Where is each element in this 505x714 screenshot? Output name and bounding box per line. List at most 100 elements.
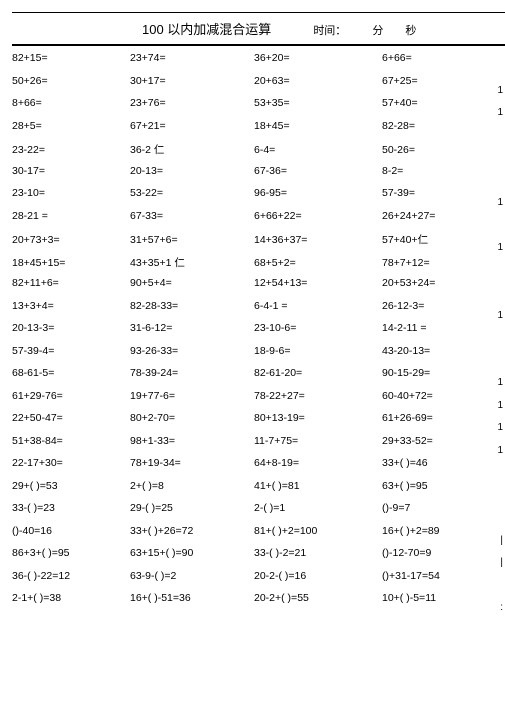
problem-cell: 23+76= [130,97,254,109]
problem-cell: ()-9=7 [382,502,492,514]
problem-row: 36-( )-22=1263-9-( )=220-2-( )=16()+31-1… [12,570,505,593]
problem-cell: 20+53+24= [382,277,492,289]
problem-cell: 23-10= [12,187,130,199]
problem-cell: 29+33-52= [382,435,492,447]
problem-row: 29+( )=532+( )=841+( )=8163+( )=95 [12,480,505,503]
problem-cell: ()+31-17=54 [382,570,492,582]
problem-cell: 20-13= [130,165,254,177]
problem-row: 50+26=30+17=20+63=67+25= [12,75,505,98]
problem-cell: 43-20-13= [382,345,492,357]
problem-cell: ()-12-70=9 [382,547,492,559]
rule-top [12,12,505,13]
problem-cell: 6+66= [382,52,492,64]
problem-cell: 36-2 仁 [130,142,254,157]
problem-cell: 28-21 = [12,210,130,222]
problem-row: 28-21 =67-33=6+66+22=26+24+27= [12,210,505,233]
problem-row: 23-10=53-22=96-95=57-39= [12,187,505,210]
problem-cell: 20+73+3= [12,234,130,246]
problem-cell: 81+( )+2=100 [254,525,382,537]
problem-cell: 30+17= [130,75,254,87]
problem-cell: 78-22+27= [254,390,382,402]
problem-cell: 22-17+30= [12,457,130,469]
problem-cell: 43+35+1 仁 [130,255,254,270]
problem-row: 23-22=36-2 仁6-4=50-26= [12,142,505,165]
seconds-label: 秒 [405,22,416,38]
edge-mark: 1 [497,400,503,411]
worksheet-page: 100 以内加减混合运算 时间： 分 秒 82+15=23+74=36+20=6… [0,0,505,714]
problem-row: 86+3+( )=9563+15+( )=9033-( )-2=21()-12-… [12,547,505,570]
problem-cell: 18+45= [254,120,382,132]
problem-cell: 36+20= [254,52,382,64]
problem-cell: 8-2= [382,165,492,177]
problem-cell: 10+( )-5=11 [382,592,492,604]
problem-cell: 67+21= [130,120,254,132]
problem-cell: 33-( )-2=21 [254,547,382,559]
edge-mark: 1 [497,242,503,253]
problem-cell: 50-26= [382,144,492,156]
problem-cell: 64+8-19= [254,457,382,469]
problem-cell: 68-61-5= [12,367,130,379]
problem-cell: 22+50-47= [12,412,130,424]
problem-row: 61+29-76=19+77-6=78-22+27=60-40+72= [12,390,505,413]
problem-cell: 36-( )-22=12 [12,570,130,582]
problem-row: 2-1+( )=3816+( )-51=3620-2+( )=5510+( )-… [12,592,505,615]
problem-cell: 26+24+27= [382,210,492,222]
problem-cell: 78+19-34= [130,457,254,469]
problem-row: 82+15=23+74=36+20=6+66= [12,52,505,75]
problem-cell: 82-61-20= [254,367,382,379]
problem-cell: 26-12-3= [382,300,492,312]
problem-row: 57-39-4=93-26-33=18-9-6=43-20-13= [12,345,505,368]
problem-cell: 23+74= [130,52,254,64]
problem-cell: 80+2-70= [130,412,254,424]
problem-cell: 96-95= [254,187,382,199]
problem-cell: 2+( )=8 [130,480,254,492]
problem-cell: 14+36+37= [254,234,382,246]
problem-cell: 82-28-33= [130,300,254,312]
problem-cell: 53-22= [130,187,254,199]
edge-mark: 1 [497,377,503,388]
problem-cell: 33+( )=46 [382,457,492,469]
problem-cell: 20-2+( )=55 [254,592,382,604]
problem-cell: 82+15= [12,52,130,64]
edge-mark: 1 [497,422,503,433]
problem-cell: 31+57+6= [130,234,254,246]
problem-row: 22+50-47=80+2-70=80+13-19=61+26-69= [12,412,505,435]
problem-cell: 80+13-19= [254,412,382,424]
problem-row: 18+45+15=43+35+1 仁68+5+2=78+7+12= [12,255,505,278]
problem-cell: 51+38-84= [12,435,130,447]
problem-row: 28+5=67+21=18+45=82-28= [12,120,505,143]
problem-cell: 28+5= [12,120,130,132]
problem-row: 30-17=20-13=67-36=8-2= [12,165,505,188]
problem-cell: 11-7+75= [254,435,382,447]
problem-cell: 33+( )+26=72 [130,525,254,537]
problem-row: ()-40=1633+( )+26=7281+( )+2=10016+( )+2… [12,525,505,548]
problem-row: 68-61-5=78-39-24=82-61-20=90-15-29= [12,367,505,390]
problem-cell: 12+54+13= [254,277,382,289]
problem-cell: 57-39= [382,187,492,199]
problem-cell: 67+25= [382,75,492,87]
problem-cell: 23-22= [12,144,130,156]
problem-row: 13+3+4=82-28-33=6-4-1 =26-12-3= [12,300,505,323]
edge-mark: 1 [497,445,503,456]
problem-cell: 57-39-4= [12,345,130,357]
problem-row: 33-( )=2329-( )=252-( )=1()-9=7 [12,502,505,525]
problem-cell: 57+40= [382,97,492,109]
problem-cell: 8+66= [12,97,130,109]
page-title: 100 以内加减混合运算 [142,19,271,38]
problem-cell: 16+( )+2=89 [382,525,492,537]
problem-cell: 41+( )=81 [254,480,382,492]
problem-cell: 33-( )=23 [12,502,130,514]
problem-cell: 90-15-29= [382,367,492,379]
problem-grid: 82+15=23+74=36+20=6+66=50+26=30+17=20+63… [12,52,505,615]
problem-cell: 98+1-33= [130,435,254,447]
problem-cell: 6-4-1 = [254,300,382,312]
problem-cell: 2-( )=1 [254,502,382,514]
problem-cell: 63-9-( )=2 [130,570,254,582]
minutes-label: 分 [372,22,383,38]
problem-cell: 57+40+仁 [382,232,492,247]
problem-cell: 19+77-6= [130,390,254,402]
edge-mark: : [500,602,503,613]
problem-cell: 18-9-6= [254,345,382,357]
problem-cell: 20-13-3= [12,322,130,334]
edge-mark: 1 [497,85,503,96]
